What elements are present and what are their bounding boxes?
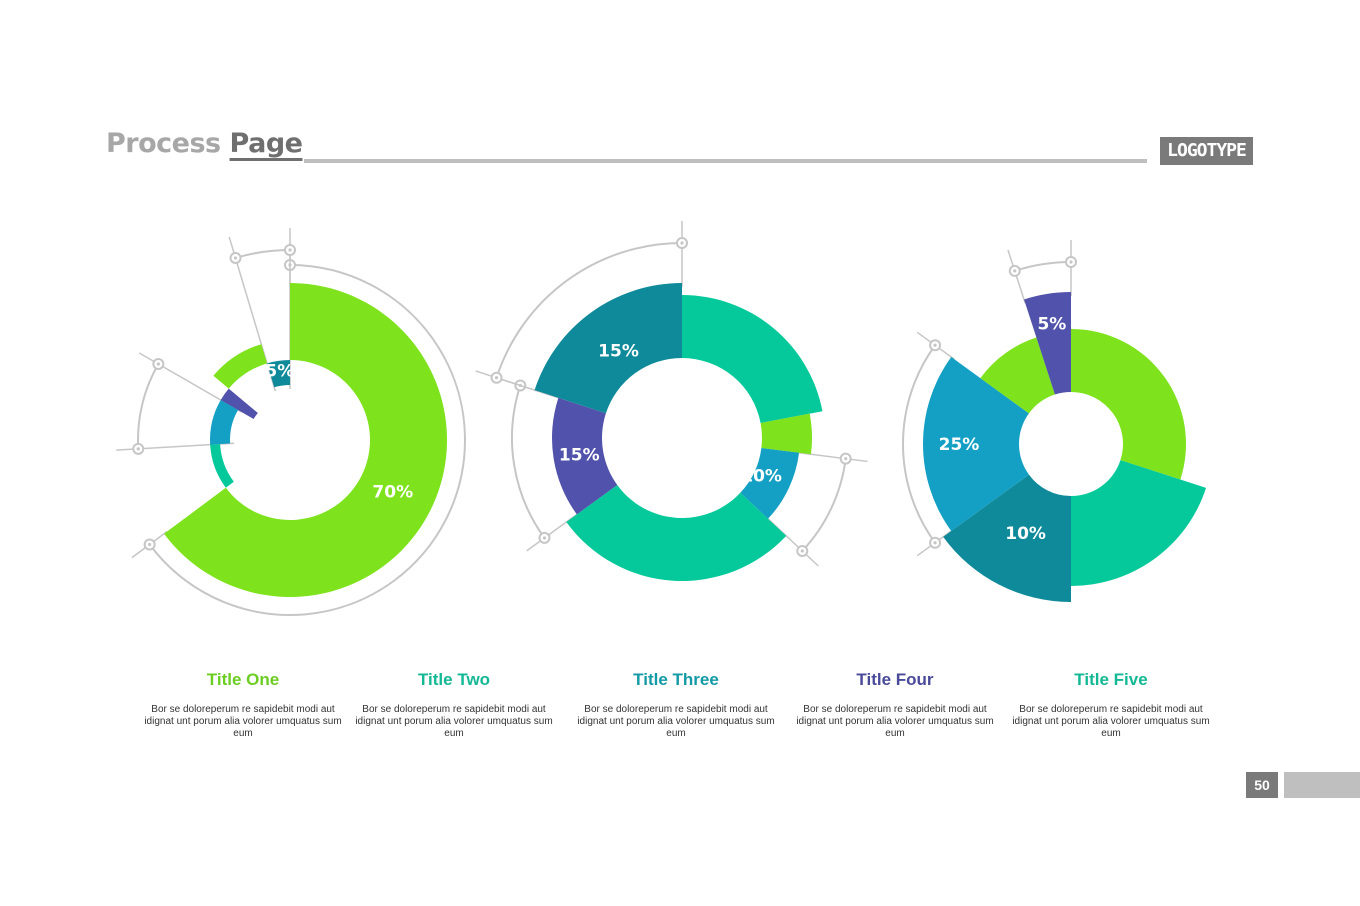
donut-slice: [682, 295, 823, 424]
guide-line: [764, 515, 819, 567]
column-description: Bor se doloreperum re sapidebit modi aut…: [577, 704, 775, 739]
donut-slice: [210, 444, 234, 488]
slice-label: 10%: [165, 406, 206, 426]
column-title: Title One: [206, 670, 280, 689]
guide-dot-center: [156, 362, 160, 366]
guide-line: [526, 511, 581, 552]
guide-dot-center: [136, 447, 140, 451]
slice-label: 5%: [265, 362, 294, 382]
column-1: Title One Bor se doloreperum re sapidebi…: [138, 670, 348, 740]
donut-slice: [220, 388, 258, 419]
donut-charts: 70% 10% 5% 10% 15% 15% 10% 25% 5%: [116, 221, 1207, 616]
donut-slice: [210, 400, 239, 445]
header-rule: [304, 159, 1147, 163]
guide-arc: [511, 385, 546, 539]
donut-slice: [164, 283, 448, 597]
guide-dot-center: [288, 248, 292, 252]
column-title: Title Three: [633, 670, 719, 689]
column-4: Title Four Bor se doloreperum re sapideb…: [790, 670, 1000, 740]
slice-label: 10%: [741, 466, 782, 486]
guide-dot-center: [542, 536, 547, 540]
guide-dot-center: [494, 376, 499, 380]
column-description: Bor se doloreperum re sapidebit modi aut…: [796, 704, 994, 739]
guide-dot-center: [1069, 260, 1073, 264]
donut-slice: [980, 337, 1055, 414]
guide-arc: [148, 264, 466, 616]
page-bar: [1284, 772, 1360, 798]
guide-line: [475, 370, 539, 393]
guide-dot-center: [680, 241, 684, 245]
donut-slice: [552, 397, 618, 515]
column-description: Bor se doloreperum re sapidebit modi aut…: [355, 704, 553, 739]
slice-label: 70%: [372, 483, 413, 503]
guide-dot-center: [1013, 269, 1017, 273]
donut-slice: [923, 357, 1029, 531]
column-3: Title Three Bor se doloreperum re sapide…: [571, 670, 781, 740]
page-title: Process Page: [106, 128, 303, 159]
column-2: Title Two Bor se doloreperum re sapidebi…: [349, 670, 559, 740]
column-description: Bor se doloreperum re sapidebit modi aut…: [1012, 704, 1210, 739]
guide-dot-center: [933, 541, 937, 545]
guide-dot-center: [844, 457, 848, 461]
donut-slice: [267, 360, 290, 388]
column-5: Title Five Bor se doloreperum re sapideb…: [1006, 670, 1216, 740]
column-title: Title Four: [856, 670, 934, 689]
slice-label: 10%: [1005, 524, 1046, 544]
donut-slice: [534, 283, 682, 414]
slice-label: 15%: [559, 445, 600, 465]
donut-slice: [943, 474, 1071, 602]
page-title-part1: Process: [106, 128, 221, 159]
slice-label: 15%: [598, 342, 639, 362]
donut-chart-3: 10% 25% 5%: [902, 240, 1207, 602]
guide-dot-center: [233, 256, 238, 260]
donut-slice: [1024, 292, 1071, 395]
guide-dot-center: [148, 542, 152, 547]
guide-dot-center: [933, 343, 937, 347]
column-title: Title Two: [417, 670, 491, 689]
slice-label: 5%: [1037, 315, 1066, 335]
donut-slice: [1071, 329, 1186, 480]
slice-label: 25%: [939, 435, 980, 455]
donut-slice: [566, 485, 787, 581]
donut-chart-2: 10% 15% 15%: [475, 221, 868, 581]
guide-arc: [495, 242, 683, 379]
column-description: Bor se doloreperum re sapidebit modi aut…: [144, 704, 342, 739]
donut-chart-1: 70% 10% 5%: [116, 228, 466, 616]
page-number: 50: [1246, 772, 1278, 798]
donut-slice: [760, 413, 812, 455]
logo: LOGOTYPE: [1160, 137, 1253, 165]
guide-line: [795, 451, 868, 463]
donut-slice: [213, 344, 268, 389]
guide-dot-center: [800, 549, 804, 553]
guide-arc: [801, 458, 847, 552]
guide-arc: [902, 344, 936, 544]
column-title: Title Five: [1074, 670, 1148, 689]
donut-slice: [1071, 460, 1207, 586]
donut-slice: [740, 448, 800, 519]
guide-arc: [235, 249, 291, 259]
guide-arc: [137, 363, 160, 449]
guide-arc: [1014, 261, 1072, 272]
page-title-part2: Page: [229, 128, 303, 159]
